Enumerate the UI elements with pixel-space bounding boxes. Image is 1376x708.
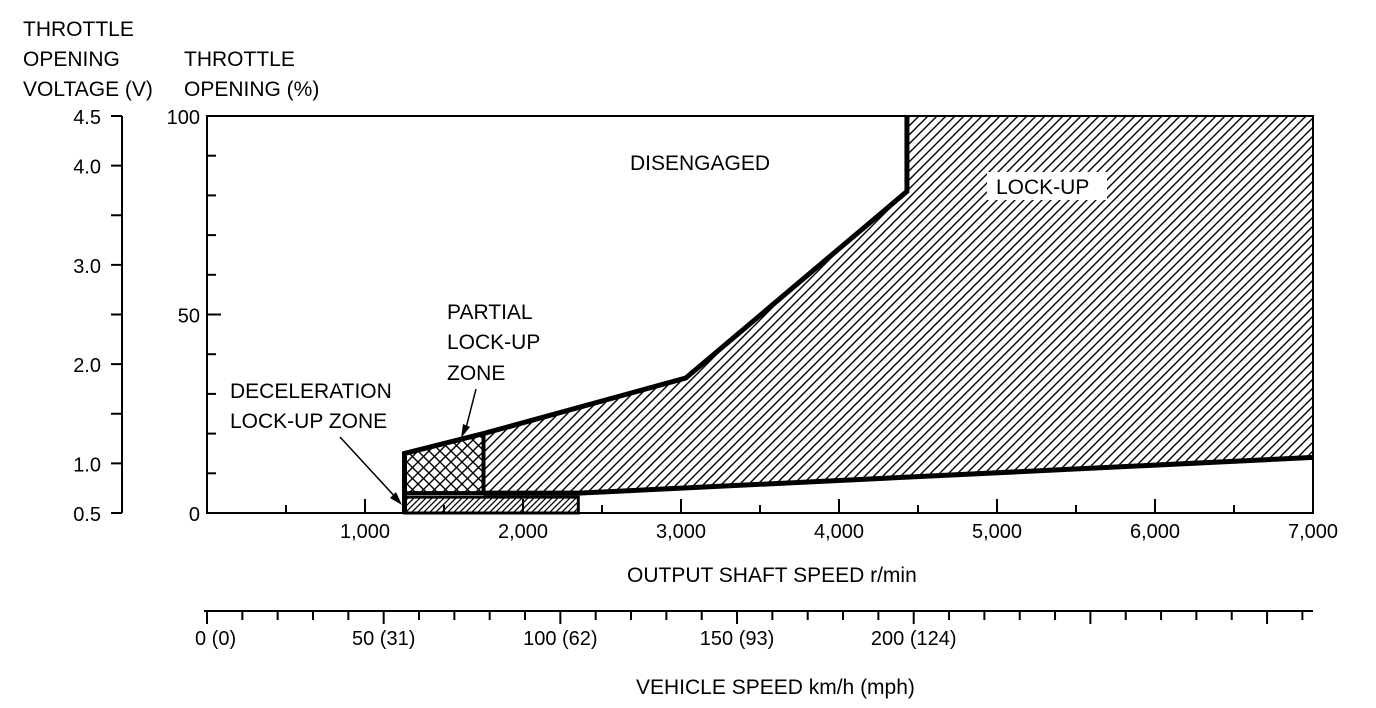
leader-arrow-partial — [461, 424, 470, 438]
y-right-title-line: THROTTLE — [184, 48, 295, 71]
y-left-title-line: THROTTLE — [23, 18, 134, 41]
axes-layer: 1,000 2,000 3,000 4,000 5,000 6,000 7,000 0 50 10… — [73, 107, 1338, 650]
x-tick-label: 2,000 — [498, 521, 548, 543]
lock-up-lower-boundary — [483, 454, 1314, 496]
regions-layer — [402, 116, 1314, 515]
vehicle-tick-label: 0 (0) — [195, 628, 236, 650]
x-tick-label: 6,000 — [1130, 521, 1180, 543]
voltage-tick-label: 0.5 — [73, 504, 101, 526]
x-tick-label: 3,000 — [656, 521, 706, 543]
y-tick-label: 100 — [167, 107, 200, 129]
x-tick-label: 4,000 — [814, 521, 864, 543]
region-label-line: LOCK-UP — [996, 176, 1089, 199]
region-label-lock-up: LOCK-UP — [996, 176, 1089, 199]
y-right-title-line: OPENING (%) — [184, 78, 319, 101]
voltage-tick-label: 2.0 — [73, 355, 101, 377]
region-label-line: DECELERATION — [230, 380, 392, 403]
region-label-line: LOCK-UP ZONE — [230, 410, 387, 433]
y-left-axis-title: THROTTLE OPENING VOLTAGE (V) — [23, 18, 153, 101]
y-left-title-line: OPENING — [23, 48, 120, 71]
region-lock-up — [483, 116, 1313, 494]
x-tick-label: 1,000 — [340, 521, 390, 543]
partial-zone-outline — [402, 431, 486, 496]
vehicle-tick-label: 200 (124) — [871, 628, 957, 650]
y-left-title-line: VOLTAGE (V) — [23, 78, 153, 101]
y-tick-label: 0 — [189, 504, 200, 526]
x-tick-label: 7,000 — [1288, 521, 1338, 543]
x-axis-title: OUTPUT SHAFT SPEED r/min — [627, 564, 917, 587]
region-label-line: LOCK-UP — [447, 331, 540, 354]
vehicle-tick-label: 150 (93) — [700, 628, 775, 650]
voltage-tick-label: 3.0 — [73, 256, 101, 278]
leader-arrow-deceleration — [390, 492, 402, 505]
region-deceleration-lock-up-zone — [404, 497, 579, 513]
y-right-axis-title: THROTTLE OPENING (%) — [184, 48, 319, 101]
region-label-line: DISENGAGED — [630, 152, 770, 175]
y-tick-label: 50 — [178, 306, 200, 328]
region-label-deceleration-lock-up: DECELERATION LOCK-UP ZONE — [230, 380, 398, 433]
leader-line-partial — [464, 388, 477, 433]
voltage-tick-label: 4.0 — [73, 157, 101, 179]
vehicle-tick-label: 50 (31) — [352, 628, 415, 650]
leader-line-deceleration — [339, 436, 399, 501]
x-tick-label: 5,000 — [972, 521, 1022, 543]
region-label-line: ZONE — [447, 362, 505, 385]
lockup-label-background — [987, 172, 1107, 200]
region-label-line: PARTIAL — [447, 301, 532, 324]
region-label-partial-lock-up: PARTIAL LOCK-UP ZONE — [447, 301, 546, 385]
vehicle-speed-axis-title: VEHICLE SPEED km/h (mph) — [636, 676, 915, 699]
voltage-tick-label: 4.5 — [73, 107, 101, 129]
vehicle-tick-label: 100 (62) — [523, 628, 598, 650]
region-label-disengaged: DISENGAGED — [630, 152, 770, 175]
voltage-tick-label: 1.0 — [73, 454, 101, 476]
